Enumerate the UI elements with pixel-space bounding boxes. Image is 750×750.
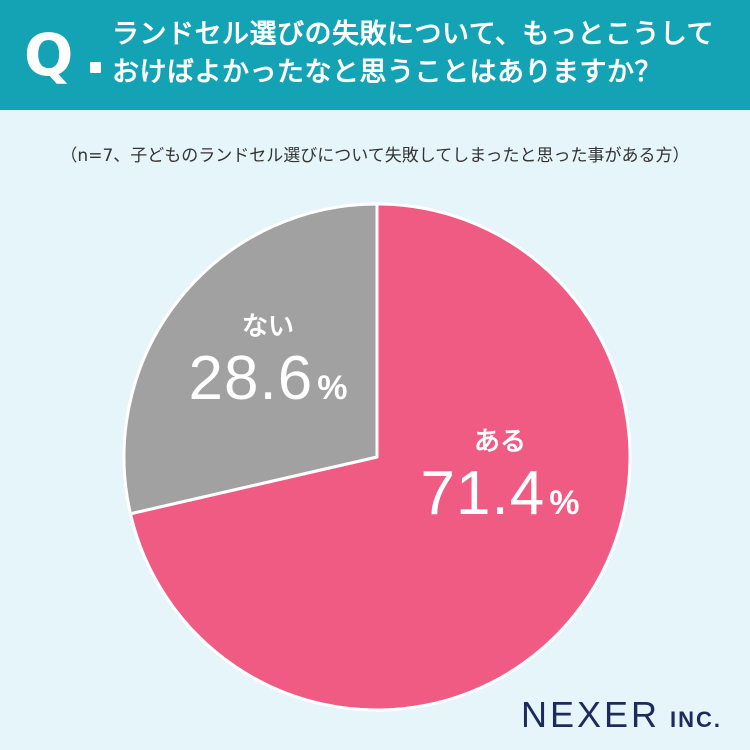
question-line-1: ランドセル選びの失敗について、もっとこうして [112,19,715,50]
q-dot-icon [90,62,101,73]
slice-percent-sign-aru: % [549,484,580,522]
slice-name-aru: ある [473,427,526,457]
slice-label-nai: ない 28.6% [189,310,348,429]
sample-note: （n=7、子どものランドセル選びについて失敗してしまったと思った事がある方） [60,146,690,166]
question-text: ランドセル選びの失敗について、もっとこうして おけばよかったなと思うことはありま… [112,16,742,92]
slice-number-aru: 71.4 [420,459,546,528]
slice-nai [122,202,379,516]
header-banner: Q ランドセル選びの失敗について、もっとこうして おけばよかったなと思うことはあ… [0,0,750,110]
q-mark: Q [24,21,74,89]
slice-value-aru: 71.4% [421,459,580,544]
slice-number-nai: 28.6 [188,344,314,413]
nexer-logo: NEXER INC. [521,694,722,736]
slice-aru [128,202,632,712]
slice-label-aru: ある 71.4% [421,425,580,544]
slice-value-nai: 28.6% [189,344,348,429]
question-line-2: おけばよかったなと思うことはありますか？ [112,57,662,88]
logo-main-text: NEXER [520,694,660,735]
slice-name-nai: ない [241,312,294,342]
slice-percent-sign-nai: % [317,369,348,407]
logo-sub-text: INC. [670,707,722,732]
